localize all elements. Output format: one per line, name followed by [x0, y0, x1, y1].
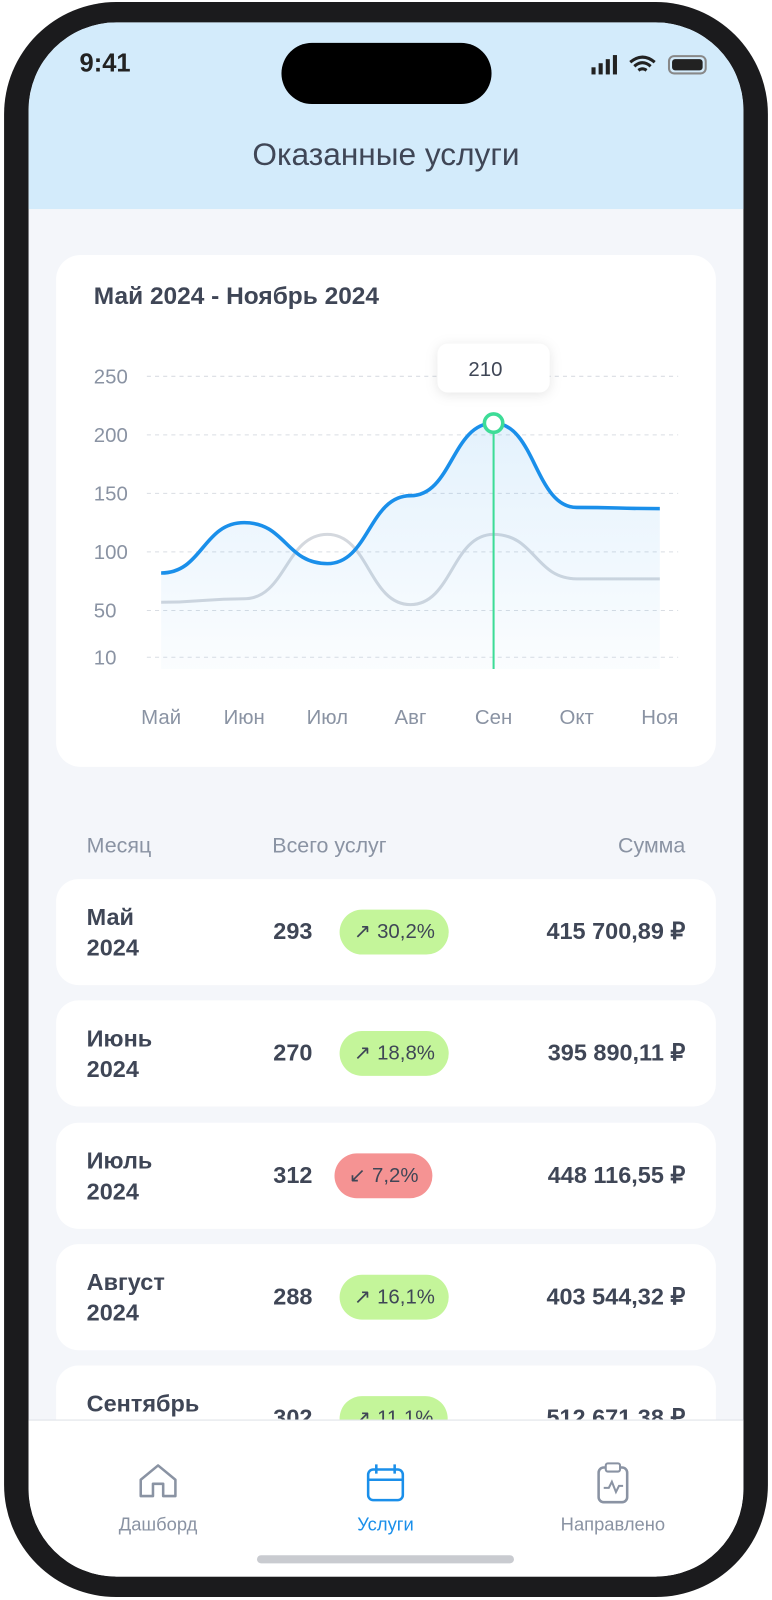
sum: 415 700,89 ₽ [546, 917, 686, 945]
y-tick-label: 200 [94, 425, 128, 447]
change-badge: ↗ 16,1% [339, 1274, 450, 1320]
y-tick-label: 10 [94, 647, 117, 669]
chart: Май 2024 - Ноябрь 2024 10 50 100 150 200 250 М… [94, 283, 679, 729]
tab-bar: Дашборд Услуги Направлено [28, 1419, 744, 1577]
table-row: Май 2024 293 ↗ 30,2% 415 700,89 ₽ [56, 879, 716, 986]
change: 7,2% [371, 1164, 419, 1187]
tab-label[interactable]: Дашборд [118, 1514, 198, 1535]
arrow-icon: ↗ [353, 1285, 371, 1309]
count: 293 [273, 917, 313, 945]
chart-card: Май 2024 - Ноябрь 2024 10 50 100 150 200 250 М… [56, 254, 716, 767]
tab-label[interactable]: Услуги [357, 1514, 414, 1535]
month: Июнь 2024 [87, 1023, 152, 1084]
col-header: Месяц [86, 834, 152, 858]
area [161, 423, 660, 669]
change: 16,1% [377, 1285, 435, 1309]
tab-icons [139, 1462, 629, 1504]
year: 2024 [86, 1299, 139, 1326]
month: Июль 2024 [87, 1145, 153, 1206]
change-badge: ↙ 7,2% [334, 1152, 433, 1198]
arrow-icon: ↗ [353, 920, 371, 944]
month: Май 2024 [87, 902, 139, 963]
month: Август 2024 [87, 1266, 165, 1327]
page-title: Оказанные услуги [252, 136, 520, 173]
highlight-point [482, 412, 505, 435]
x-tick-label: Авг [395, 707, 427, 729]
x-tick-label: Ноя [641, 707, 678, 729]
status-icons [591, 55, 707, 75]
home-indicator [256, 1555, 514, 1564]
year: 2024 [86, 1177, 139, 1204]
arrow-icon: ↗ [353, 1042, 371, 1065]
y-tick-label: 100 [94, 542, 128, 564]
year: 2024 [86, 934, 139, 961]
year: 2024 [86, 1055, 139, 1083]
y-tick-label: 50 [94, 601, 117, 623]
line [161, 421, 660, 575]
x-tick-label: Окт [560, 707, 594, 729]
count: 288 [273, 1282, 313, 1310]
change-badge: ↗ 18,8% [339, 1031, 450, 1077]
month-name: Июль [86, 1146, 153, 1174]
col-header: Всего услуг [272, 834, 387, 858]
y-tick-label: 250 [94, 366, 128, 388]
change: 18,8% [377, 1042, 435, 1065]
sum: 395 890,11 ₽ [547, 1039, 686, 1066]
sum: 448 116,55 ₽ [547, 1161, 686, 1188]
change-badge: ↗ 30,2% [339, 909, 450, 955]
month: Сентябрь [87, 1388, 200, 1419]
table-row: Июль 2024 312 ↙ 7,2% 448 116,55 ₽ [56, 1122, 716, 1229]
x-tick-label: Сен [475, 707, 512, 729]
status-time: 9:41 [79, 48, 131, 78]
tooltip [437, 343, 550, 393]
month-name: Август [86, 1268, 165, 1296]
month-name: Май [86, 903, 134, 931]
x-tick-label: Июн [224, 707, 265, 729]
month-name: Июнь [86, 1025, 153, 1052]
month-name: Сентябрь [86, 1390, 200, 1417]
screen: 9:41 Оказанные услуги Май 2024 - Ноябрь … [28, 22, 744, 1577]
arrow-icon: ↙ [348, 1164, 366, 1187]
table-row: Август 2024 288 ↗ 16,1% 403 544,32 ₽ [56, 1244, 716, 1351]
sum: 403 544,32 ₽ [546, 1282, 686, 1310]
x-tick-label: Июл [307, 707, 348, 729]
table-row: Июнь 2024 270 ↗ 18,8% 395 890,11 ₽ [56, 1000, 716, 1107]
count: 270 [273, 1039, 313, 1066]
tooltip-value: 210 [468, 359, 502, 381]
chart-title: Май 2024 - Ноябрь 2024 [94, 283, 380, 310]
col-header: Сумма [618, 834, 686, 858]
tab-label[interactable]: Направлено [560, 1514, 666, 1535]
count: 312 [273, 1161, 313, 1188]
dynamic-island [281, 42, 492, 105]
y-tick-label: 150 [94, 484, 128, 506]
change: 30,2% [377, 920, 435, 944]
x-tick-label: Май [141, 707, 181, 729]
